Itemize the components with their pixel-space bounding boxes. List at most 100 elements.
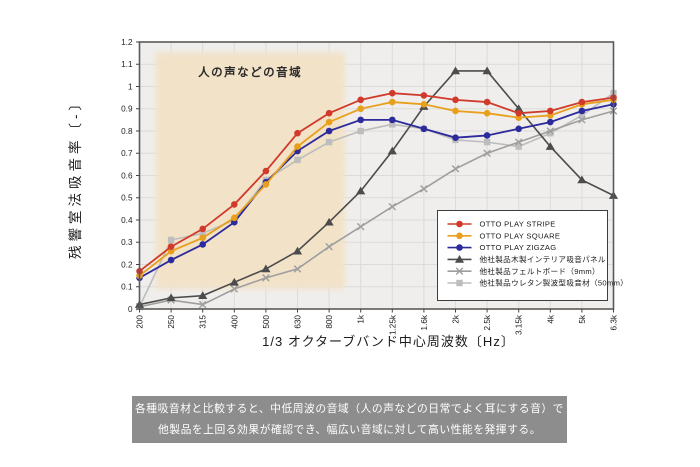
series-0-point-1 (167, 243, 175, 250)
series-4-point-9 (420, 185, 428, 193)
series-4-point-12 (514, 138, 523, 146)
series-line-2 (139, 103, 614, 279)
series-4-point-3 (230, 285, 239, 293)
x-tick-label: 400 (230, 315, 239, 329)
series-4-point-2 (198, 300, 207, 309)
series-5-point-6 (325, 138, 333, 146)
series-0-point-7 (357, 96, 365, 104)
x-tick-label: 500 (262, 315, 271, 329)
series-0-point-3 (231, 201, 238, 208)
series-2-point-12 (515, 125, 522, 133)
y-tick-label: 0.9 (121, 105, 133, 114)
legend-circle-icon (456, 232, 463, 240)
x-tick-label: 3.15k (515, 314, 524, 335)
series-5-point-7 (357, 127, 364, 135)
series-4-point-13 (546, 127, 555, 135)
legend-item-label: 他社製品木製インテリア吸音パネル (480, 254, 606, 264)
voice-range-band (155, 52, 345, 289)
caption-line-1: 各種吸音材と比較すると、中低周波の音域（人の声などの日常でよく耳にする音）で (135, 402, 564, 415)
series-2-point-14 (578, 107, 586, 115)
x-tick-label: 1k (357, 314, 366, 324)
series-line-0 (138, 92, 614, 272)
absorption-chart: 人の声などの音域 0 0.1 0.2 0.3 0.4 0.5 0.6 0.7 0.8 0.9 1 1.1… (67, 38, 629, 349)
series-0-point-10 (452, 96, 459, 104)
series-2-point-2 (199, 241, 206, 248)
series-1-point-11 (483, 109, 491, 117)
series-0-point-9 (420, 92, 428, 99)
series-4-point-8 (388, 202, 397, 211)
series-line-1 (138, 98, 614, 277)
y-tick-label: 0.3 (121, 238, 133, 247)
x-tick-label: 1.6k (420, 314, 429, 330)
series-1-point-6 (325, 118, 333, 126)
caption-box: 各種吸音材と比較すると、中低周波の音域（人の声などの日常でよく耳にする音）で 他… (132, 396, 567, 443)
y-tick-label: 0.5 (121, 194, 133, 203)
x-axis-title: 1/3 オクターブバンド中心周波数〔Hz〕 (262, 334, 515, 349)
legend-item-label: OTTO PLAY ZIGZAG (480, 243, 557, 252)
series-5-point-2 (199, 230, 206, 237)
y-tick-label: 0.4 (121, 216, 133, 225)
y-tick-label: 1.1 (121, 60, 133, 69)
series-3-point-8 (387, 146, 397, 155)
series-0-point-11 (483, 98, 491, 106)
legend-square-icon (456, 279, 463, 287)
series-0-point-14 (578, 98, 586, 106)
series-4-point-4 (262, 274, 270, 282)
series-3-point-13 (545, 142, 555, 150)
y-tick-label: 0 (128, 305, 133, 314)
y-tick-label: 0.8 (121, 127, 133, 136)
series-2-point-10 (452, 134, 459, 141)
series-5-point-5 (294, 156, 301, 164)
series-5-point-1 (167, 236, 175, 244)
y-tick-label: 0.7 (121, 149, 133, 158)
y-tick-label: 0.1 (121, 283, 133, 292)
series-0-point-8 (389, 89, 396, 97)
series-0-point-5 (294, 129, 301, 137)
series-3-point-5 (292, 246, 303, 255)
x-tick-label: 5k (578, 314, 587, 324)
series-2-point-11 (483, 132, 491, 139)
series-5-point-12 (515, 143, 522, 150)
caption-line-2: 他製品を上回る効果が確認でき、幅広い音域に対して高い性能を発揮する。 (157, 423, 541, 436)
series-4-point-11 (483, 149, 491, 158)
series-2-point-6 (325, 127, 333, 135)
series-line-3 (139, 70, 614, 306)
series-3-point-14 (577, 175, 587, 184)
series-2-point-1 (167, 256, 175, 264)
x-tick-label: 250 (167, 315, 176, 329)
x-tick-label: 4k (546, 314, 555, 324)
series-0-point-12 (515, 109, 522, 117)
series-2-point-8 (389, 116, 396, 124)
legend-circle-icon (456, 220, 463, 228)
legend-box (437, 210, 608, 301)
series-1-point-7 (357, 105, 365, 113)
x-tick-label: 800 (325, 315, 334, 329)
series-4-point-10 (451, 165, 460, 173)
series-1-point-9 (420, 101, 428, 108)
series-4-point-6 (325, 242, 333, 251)
legend-item-label: 他社製品フェルトボード（9mm） (480, 266, 600, 276)
legend-item-label: OTTO PLAY STRIPE (480, 220, 556, 229)
series-2-point-13 (547, 118, 554, 126)
series-1-point-10 (452, 107, 459, 115)
x-tick-label: 200 (136, 315, 145, 329)
series-3-point-10 (450, 66, 461, 75)
series-2-point-7 (357, 116, 365, 124)
y-tick-label: 0.6 (121, 171, 133, 180)
series-1-point-2 (199, 234, 206, 242)
y-tick-label: 1 (128, 82, 133, 91)
series-5-point-11 (483, 138, 491, 146)
series-1-point-5 (294, 143, 301, 150)
x-tick-label: 2k (452, 314, 461, 324)
series-line-4 (139, 110, 614, 308)
legend-item-label: OTTO PLAY SQUARE (480, 231, 561, 240)
series-5-point-13 (547, 130, 554, 137)
x-tick-label: 315 (199, 315, 208, 329)
series-0-point-2 (199, 225, 206, 233)
y-axis-title: 残響室法吸音率〔-〕 (67, 93, 83, 259)
series-2-point-9 (420, 125, 428, 133)
series-1-point-3 (231, 214, 238, 222)
x-tick-label: 630 (294, 315, 303, 329)
legend-item-label: 他社製品ウレタン製波型吸音材（50mm） (480, 278, 629, 288)
